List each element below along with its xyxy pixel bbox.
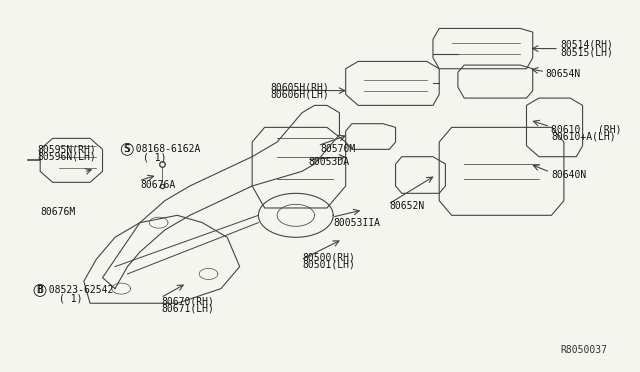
Text: 80501(LH): 80501(LH) xyxy=(302,260,355,270)
Text: B: B xyxy=(37,285,43,295)
Text: 80670(RH): 80670(RH) xyxy=(162,296,214,307)
Text: ( 1): ( 1) xyxy=(59,294,83,304)
Text: 80515(LH): 80515(LH) xyxy=(561,47,614,57)
Text: 80671(LH): 80671(LH) xyxy=(162,304,214,314)
Text: 80596N(LH): 80596N(LH) xyxy=(37,152,96,162)
Text: 80053IIA: 80053IIA xyxy=(333,218,380,228)
Text: 80652N: 80652N xyxy=(389,201,424,211)
Text: 80606H(LH): 80606H(LH) xyxy=(271,89,330,99)
Text: 80676A: 80676A xyxy=(140,180,175,190)
Text: S 08168-6162A: S 08168-6162A xyxy=(124,144,201,154)
Text: B 08523-62542: B 08523-62542 xyxy=(37,285,113,295)
Text: 80605H(RH): 80605H(RH) xyxy=(271,82,330,92)
Text: 80610   (RH): 80610 (RH) xyxy=(552,124,622,134)
Text: 80640N: 80640N xyxy=(552,170,587,180)
Text: 80654N: 80654N xyxy=(545,69,580,79)
Text: 80053DA: 80053DA xyxy=(308,157,349,167)
Text: 80500(RH): 80500(RH) xyxy=(302,253,355,263)
Text: 80610+A(LH): 80610+A(LH) xyxy=(552,132,616,141)
Text: R8050037: R8050037 xyxy=(561,344,607,355)
Text: 80570M: 80570M xyxy=(321,144,356,154)
Text: ( 1): ( 1) xyxy=(143,153,166,163)
Text: 80676M: 80676M xyxy=(40,207,76,217)
Text: 80595N(RH): 80595N(RH) xyxy=(37,144,96,154)
Text: 80514(RH): 80514(RH) xyxy=(561,40,614,50)
Text: S: S xyxy=(124,144,130,154)
